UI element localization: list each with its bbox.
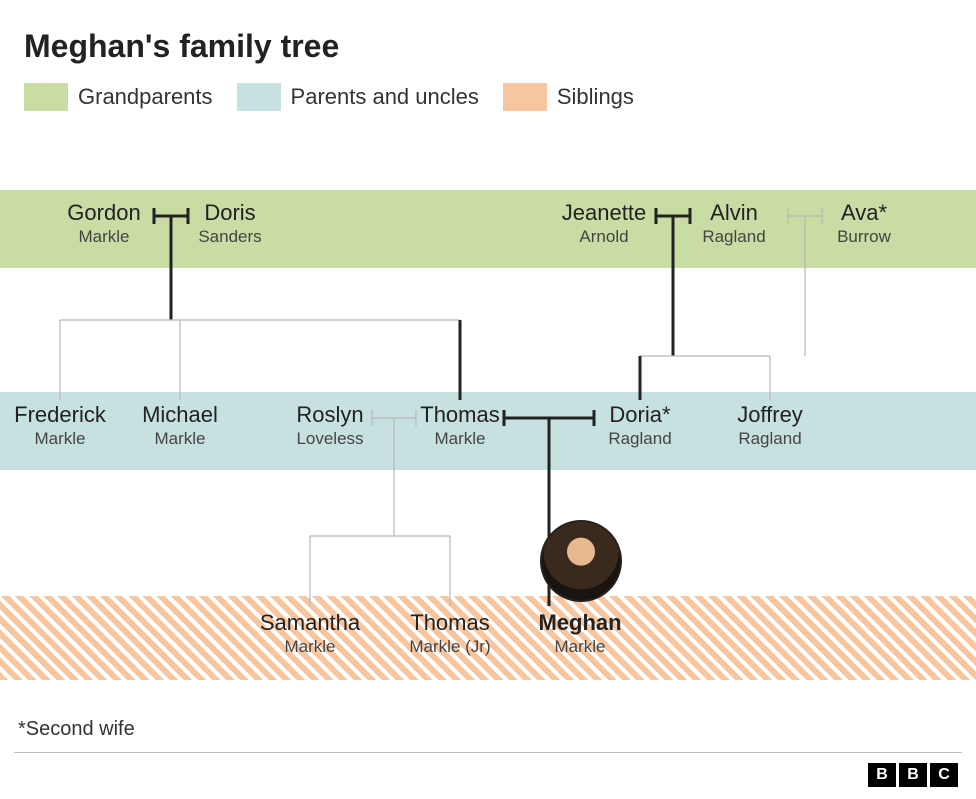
bbc-logo: B B C bbox=[868, 763, 958, 787]
person-last-name: Sanders bbox=[170, 227, 290, 247]
legend-swatch-parents bbox=[237, 83, 281, 111]
person-first-name: Samantha bbox=[250, 610, 370, 635]
person-jeanette: JeanetteArnold bbox=[544, 200, 664, 247]
footnote: *Second wife bbox=[18, 718, 135, 741]
person-alvin: AlvinRagland bbox=[674, 200, 794, 247]
legend: Grandparents Parents and uncles Siblings bbox=[24, 83, 958, 111]
person-doria: Doria*Ragland bbox=[580, 402, 700, 449]
person-last-name: Markle (Jr) bbox=[390, 637, 510, 657]
person-first-name: Meghan bbox=[520, 610, 640, 635]
person-first-name: Gordon bbox=[44, 200, 164, 225]
person-last-name: Loveless bbox=[270, 429, 390, 449]
bbc-block: C bbox=[930, 763, 958, 787]
person-thomas: ThomasMarkle bbox=[400, 402, 520, 449]
person-first-name: Roslyn bbox=[270, 402, 390, 427]
person-last-name: Burrow bbox=[804, 227, 924, 247]
legend-label: Parents and uncles bbox=[291, 84, 479, 110]
person-last-name: Markle bbox=[250, 637, 370, 657]
person-joffrey: JoffreyRagland bbox=[710, 402, 830, 449]
person-first-name: Ava* bbox=[804, 200, 924, 225]
person-last-name: Markle bbox=[0, 429, 120, 449]
person-first-name: Frederick bbox=[0, 402, 120, 427]
legend-label: Grandparents bbox=[78, 84, 213, 110]
person-ava: Ava*Burrow bbox=[804, 200, 924, 247]
legend-grandparents: Grandparents bbox=[24, 83, 213, 111]
legend-siblings: Siblings bbox=[503, 83, 634, 111]
legend-parents: Parents and uncles bbox=[237, 83, 479, 111]
person-last-name: Markle bbox=[120, 429, 240, 449]
person-last-name: Markle bbox=[520, 637, 640, 657]
bbc-block: B bbox=[868, 763, 896, 787]
person-samantha: SamanthaMarkle bbox=[250, 610, 370, 657]
person-first-name: Thomas bbox=[390, 610, 510, 635]
legend-label: Siblings bbox=[557, 84, 634, 110]
person-meghan: MeghanMarkle bbox=[520, 610, 640, 657]
person-thomasjr: ThomasMarkle (Jr) bbox=[390, 610, 510, 657]
person-doris: DorisSanders bbox=[170, 200, 290, 247]
bbc-block: B bbox=[899, 763, 927, 787]
person-first-name: Alvin bbox=[674, 200, 794, 225]
person-last-name: Markle bbox=[400, 429, 520, 449]
person-roslyn: RoslynLoveless bbox=[270, 402, 390, 449]
chart-title: Meghan's family tree bbox=[24, 28, 958, 65]
person-last-name: Ragland bbox=[674, 227, 794, 247]
footer-rule bbox=[14, 752, 962, 753]
person-last-name: Markle bbox=[44, 227, 164, 247]
person-first-name: Doria* bbox=[580, 402, 700, 427]
person-first-name: Jeanette bbox=[544, 200, 664, 225]
person-first-name: Thomas bbox=[400, 402, 520, 427]
person-last-name: Ragland bbox=[710, 429, 830, 449]
legend-swatch-grandparents bbox=[24, 83, 68, 111]
legend-swatch-siblings bbox=[503, 83, 547, 111]
person-michael: MichaelMarkle bbox=[120, 402, 240, 449]
person-gordon: GordonMarkle bbox=[44, 200, 164, 247]
person-last-name: Ragland bbox=[580, 429, 700, 449]
person-last-name: Arnold bbox=[544, 227, 664, 247]
person-frederick: FrederickMarkle bbox=[0, 402, 120, 449]
meghan-photo bbox=[540, 520, 622, 602]
person-first-name: Michael bbox=[120, 402, 240, 427]
person-first-name: Joffrey bbox=[710, 402, 830, 427]
person-first-name: Doris bbox=[170, 200, 290, 225]
